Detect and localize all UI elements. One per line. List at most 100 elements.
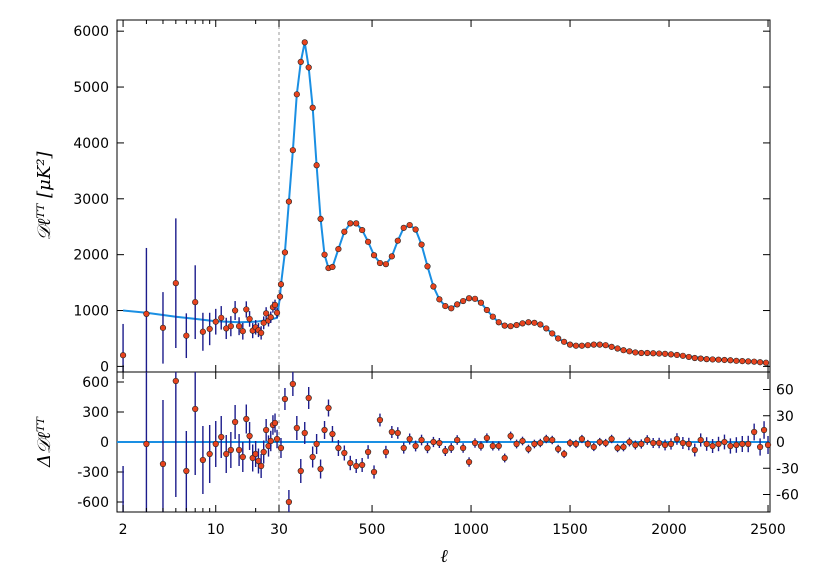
x-axis-ticks: 2 10 30 500 1000 1500 2000 2500 — [119, 20, 786, 538]
data-point — [489, 313, 496, 320]
data-point — [608, 343, 615, 350]
data-point — [460, 297, 467, 305]
data-point — [388, 428, 395, 436]
residual-points — [122, 372, 772, 512]
data-point — [703, 440, 710, 448]
data-point — [329, 263, 336, 271]
data-point — [297, 58, 304, 66]
data-point — [172, 280, 179, 287]
data-point — [709, 442, 716, 450]
y-tick-label: -300 — [77, 465, 109, 481]
x-tick-label: 2000 — [651, 522, 687, 538]
data-point — [436, 296, 443, 303]
x-tick-label: 2500 — [750, 522, 786, 538]
data-point — [448, 444, 455, 452]
data-point — [590, 443, 597, 451]
x-tick-label: 30 — [270, 522, 288, 538]
data-point — [703, 356, 710, 363]
data-point — [572, 342, 580, 349]
x-tick-label: 1000 — [453, 522, 489, 538]
data-point — [400, 224, 407, 231]
data-point — [632, 441, 639, 449]
data-point — [263, 426, 270, 434]
data-point — [359, 461, 366, 469]
data-point — [507, 432, 514, 440]
data-point — [232, 418, 239, 426]
data-point — [277, 281, 285, 288]
data-point — [305, 64, 312, 71]
data-point — [519, 320, 526, 327]
data-point — [537, 439, 544, 447]
data-point — [227, 323, 234, 330]
data-point — [477, 299, 485, 306]
data-point — [406, 221, 413, 229]
data-point — [465, 458, 473, 466]
x-tick-label: 1500 — [552, 522, 588, 538]
data-point — [745, 358, 752, 365]
data-point — [691, 446, 698, 454]
y-tick-label-right: -30 — [776, 461, 799, 477]
data-point — [159, 460, 167, 468]
y-tick-label: 1000 — [73, 304, 109, 320]
data-point — [602, 439, 609, 447]
data-point — [495, 442, 502, 450]
data-points-top — [119, 39, 770, 372]
data-point — [172, 377, 179, 385]
bottom-y-axis-label: Δ𝒟ℓᵀᵀ — [34, 416, 55, 468]
x-tick-label: 2 — [119, 522, 128, 538]
data-point — [218, 314, 225, 321]
data-point — [679, 352, 686, 359]
data-point — [364, 448, 372, 456]
data-point — [199, 456, 206, 464]
x-axis-label: ℓ — [440, 546, 448, 567]
data-point — [394, 429, 401, 437]
data-point — [537, 321, 544, 328]
data-point — [293, 91, 300, 98]
data-point — [715, 440, 722, 448]
data-point — [626, 438, 633, 446]
data-point — [418, 241, 425, 248]
data-point — [218, 433, 225, 441]
data-point — [143, 310, 150, 317]
data-point — [465, 295, 473, 302]
data-point — [400, 444, 407, 452]
data-point — [764, 441, 772, 449]
data-point — [353, 462, 360, 470]
data-point — [460, 444, 467, 452]
data-point — [430, 283, 437, 290]
data-point — [206, 325, 213, 333]
data-point — [739, 440, 746, 448]
data-point — [359, 226, 366, 234]
data-point — [277, 444, 285, 452]
data-point — [626, 348, 633, 355]
data-point — [341, 449, 348, 457]
data-point — [192, 299, 199, 306]
data-point — [566, 341, 574, 348]
data-point — [317, 465, 324, 473]
data-point — [235, 446, 243, 454]
data-point — [727, 357, 734, 364]
data-point — [650, 350, 657, 357]
data-point — [667, 440, 675, 448]
data-point — [644, 349, 651, 357]
data-point — [246, 315, 253, 323]
data-point — [212, 440, 219, 448]
data-point — [335, 444, 342, 452]
data-point — [507, 323, 514, 330]
y-tick-label: 0 — [100, 359, 109, 375]
data-point — [301, 39, 308, 46]
data-point — [483, 306, 490, 314]
data-point — [454, 436, 461, 444]
data-point — [525, 319, 532, 326]
data-point — [267, 437, 274, 445]
data-point — [406, 435, 413, 443]
data-point — [418, 436, 425, 444]
data-point — [638, 349, 645, 357]
data-point — [285, 498, 292, 506]
data-point — [309, 104, 316, 111]
data-point — [762, 359, 770, 366]
data-point — [227, 446, 234, 454]
data-point — [341, 228, 348, 235]
data-point — [757, 443, 764, 451]
